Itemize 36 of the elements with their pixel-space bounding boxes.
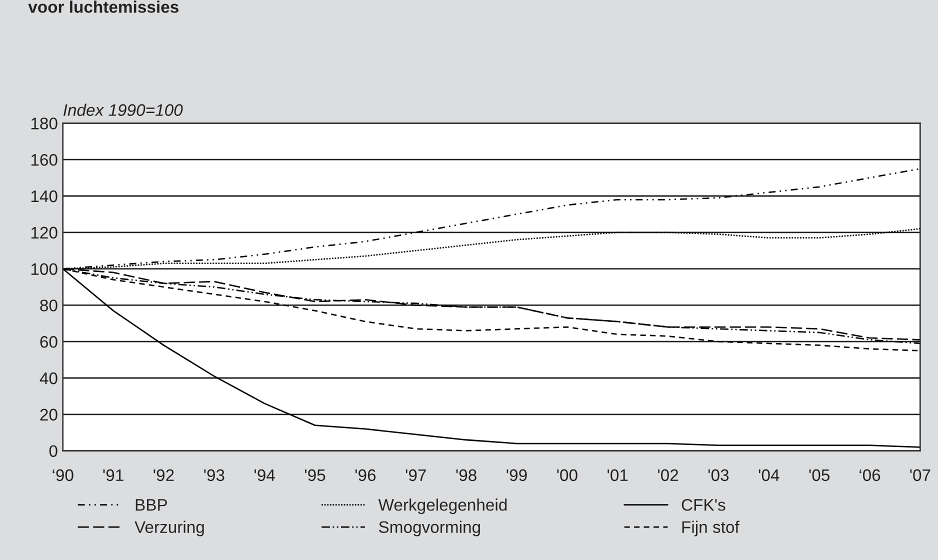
x-tick-label: '03	[708, 469, 729, 482]
legend-label: CFK's	[682, 499, 726, 511]
y-tick-label: 100	[31, 263, 58, 276]
y-tick-label: 0	[49, 445, 58, 458]
x-tick-label: '93	[204, 469, 224, 482]
x-tick-label: '05	[809, 469, 830, 482]
y-tick-label: 120	[31, 226, 58, 239]
x-tick-label: '97	[406, 469, 426, 482]
legend-label: Verzuring	[134, 520, 204, 536]
y-tick-label: 160	[31, 154, 58, 166]
x-tick-label: '95	[304, 469, 326, 482]
y-tick-label: 180	[31, 118, 58, 130]
chart-title: voor luchtemissies	[28, 0, 178, 13]
y-tick-label: 60	[40, 336, 58, 348]
x-tick-label: '04	[758, 469, 780, 482]
x-tick-label: '94	[254, 469, 275, 482]
legend-label: Smogvorming	[379, 520, 480, 536]
x-tick-label: '98	[456, 469, 476, 482]
y-tick-label: 140	[31, 190, 58, 202]
x-tick-label: ‘90	[52, 469, 74, 482]
legend-label: Werkgelegenheid	[378, 498, 507, 514]
x-tick-label: '00	[557, 469, 578, 482]
y-axis-title: Index 1990=100	[64, 104, 183, 116]
x-tick-label: '07	[910, 469, 930, 482]
x-tick-label: '99	[506, 469, 527, 482]
x-tick-label: '96	[355, 469, 376, 482]
x-tick-label: ‘06	[860, 469, 880, 482]
legend-label: Fijn stof	[682, 520, 740, 536]
y-tick-label: 20	[40, 408, 58, 421]
x-tick-label: '02	[658, 469, 678, 482]
x-tick-label: '91	[103, 469, 124, 482]
y-tick-label: 80	[40, 300, 58, 312]
x-tick-label: '92	[154, 469, 174, 482]
legend-label: BBP	[136, 499, 167, 511]
x-tick-label: '01	[608, 469, 628, 482]
y-tick-label: 40	[40, 372, 58, 384]
